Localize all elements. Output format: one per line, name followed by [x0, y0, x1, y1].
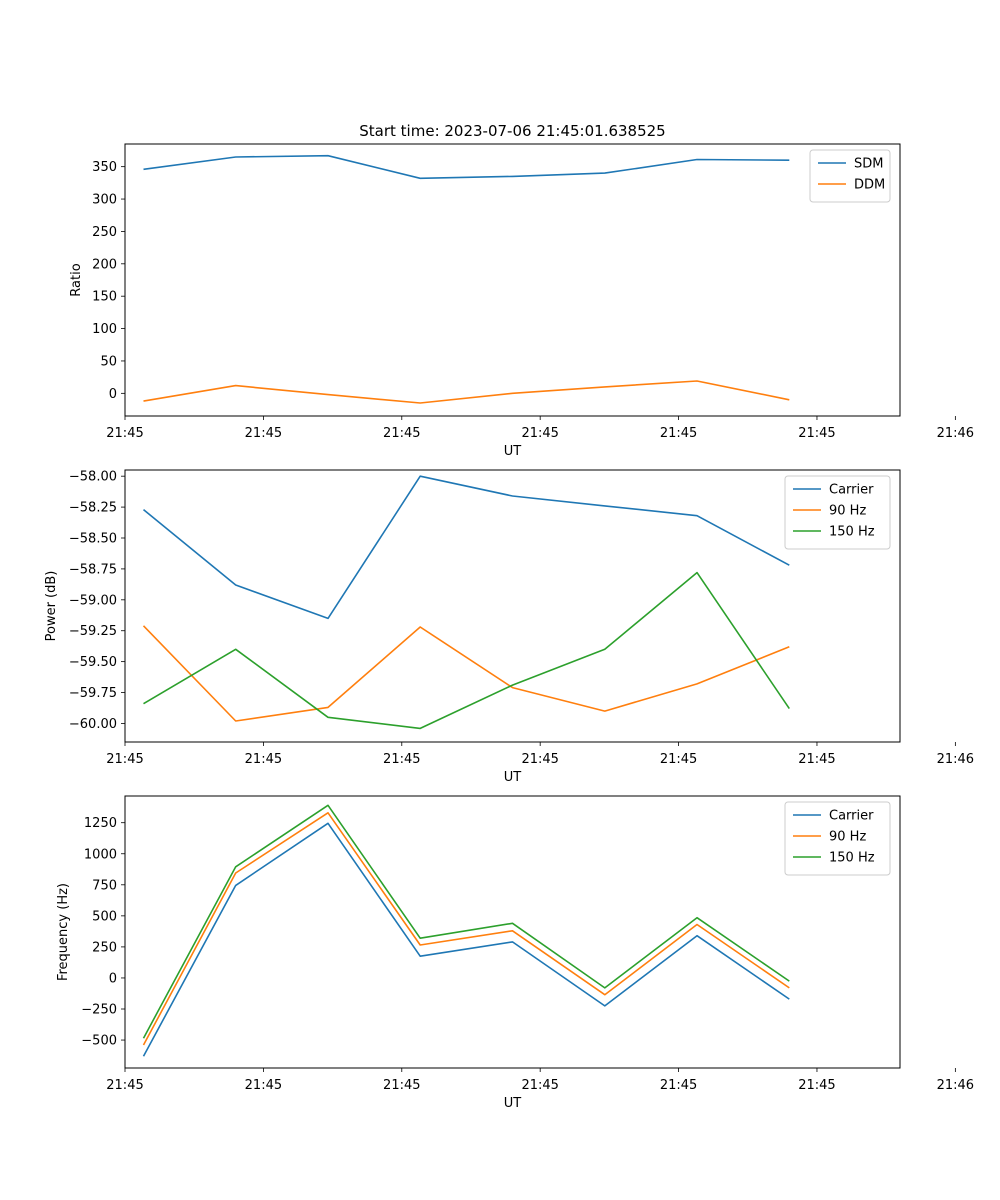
series-line-150-hz — [142, 804, 790, 1039]
x-tick-label: 21:46 — [937, 1078, 974, 1093]
plot-frame — [124, 469, 901, 743]
legend-label: 90 Hz — [829, 504, 866, 519]
x-tick-label: 21:46 — [937, 426, 974, 441]
x-tick-label: 21:45 — [798, 752, 835, 767]
x-tick-label: 21:46 — [937, 752, 974, 767]
figure-title: Start time: 2023-07-06 21:45:01.638525 — [359, 122, 665, 140]
y-tick-label: 200 — [92, 257, 117, 272]
y-tick-label: 1000 — [84, 847, 117, 862]
y-tick-label: −500 — [81, 1034, 117, 1049]
series-line-90-hz — [142, 811, 790, 1046]
y-tick-label: −58.50 — [69, 532, 117, 547]
y-tick-label: 150 — [92, 290, 117, 305]
legend: Carrier 90 Hz 150 Hz — [784, 801, 891, 876]
plot-frame — [124, 143, 901, 417]
y-tick-label: 1250 — [84, 816, 117, 831]
legend: Carrier 90 Hz 150 Hz — [784, 475, 891, 550]
legend-label: Carrier — [829, 483, 874, 498]
y-axis-label: Frequency (Hz) — [56, 883, 71, 981]
subplots: 0 50 100 150 200 250 300 350 21:45 21:45 21:45 21:4… — [44, 143, 974, 1111]
x-tick-label: 21:45 — [245, 752, 282, 767]
x-tick-label: 21:45 — [383, 1078, 420, 1093]
x-tick-label: 21:45 — [245, 1078, 282, 1093]
y-tick-label: −59.75 — [69, 686, 117, 701]
y-tick-label: −59.25 — [69, 624, 117, 639]
x-tick-label: 21:45 — [245, 426, 282, 441]
y-tick-label: 750 — [92, 878, 117, 893]
x-axis-label: UT — [504, 444, 522, 459]
y-tick-label: 0 — [109, 387, 117, 402]
y-tick-label: 350 — [92, 160, 117, 175]
x-tick-label: 21:45 — [521, 426, 558, 441]
y-tick-label: 250 — [92, 940, 117, 955]
legend-label: 150 Hz — [829, 525, 875, 540]
legend-label: DDM — [854, 178, 885, 193]
y-tick-label: −59.00 — [69, 593, 117, 608]
x-tick-label: 21:45 — [798, 1078, 835, 1093]
y-tick-label: 250 — [92, 225, 117, 240]
y-tick-label: −59.50 — [69, 655, 117, 670]
x-axis-label: UT — [504, 770, 522, 785]
x-tick-label: 21:45 — [383, 752, 420, 767]
series-line-90-hz — [142, 625, 790, 722]
series-line-carrier — [142, 822, 790, 1057]
legend-label: 150 Hz — [829, 851, 875, 866]
series-line-carrier — [142, 475, 790, 620]
y-tick-label: 0 — [109, 971, 117, 986]
series-line-ddm — [143, 380, 790, 404]
y-tick-label: −60.00 — [69, 717, 117, 732]
x-tick-label: 21:45 — [106, 1078, 143, 1093]
x-tick-label: 21:45 — [383, 426, 420, 441]
y-tick-label: 50 — [100, 354, 117, 369]
x-tick-label: 21:45 — [660, 752, 697, 767]
plot-frame — [124, 795, 901, 1069]
subplot-2: −60.00 −59.75 −59.50 −59.25 −59.00 −58.75 −58.… — [44, 469, 974, 785]
x-tick-label: 21:45 — [106, 426, 143, 441]
subplot-1: 0 50 100 150 200 250 300 350 21:45 21:45 21:45 21:4… — [69, 143, 974, 459]
y-tick-label: 500 — [92, 909, 117, 924]
y-axis-label: Ratio — [69, 263, 84, 296]
y-tick-label: 100 — [92, 322, 117, 337]
legend-label: 90 Hz — [829, 830, 866, 845]
subplot-3: −500 −250 0 250 500 750 1000 1250 21:45 21:45 21:4… — [56, 795, 974, 1111]
y-tick-label: −58.00 — [69, 470, 117, 485]
series-line-sdm — [143, 154, 790, 180]
x-tick-label: 21:45 — [660, 1078, 697, 1093]
legend-label: Carrier — [829, 809, 874, 824]
x-tick-label: 21:45 — [660, 426, 697, 441]
x-tick-label: 21:45 — [106, 752, 143, 767]
y-tick-label: −58.75 — [69, 562, 117, 577]
y-tick-label: −250 — [81, 1003, 117, 1018]
legend: SDM DDM — [809, 149, 891, 203]
y-tick-label: −58.25 — [69, 501, 117, 516]
x-tick-label: 21:45 — [521, 1078, 558, 1093]
y-tick-label: 300 — [92, 193, 117, 208]
x-tick-label: 21:45 — [798, 426, 835, 441]
legend-label: SDM — [854, 157, 883, 172]
x-tick-label: 21:45 — [521, 752, 558, 767]
series-line-150-hz — [143, 571, 790, 730]
y-axis-label: Power (dB) — [44, 571, 59, 642]
x-axis-label: UT — [504, 1096, 522, 1111]
